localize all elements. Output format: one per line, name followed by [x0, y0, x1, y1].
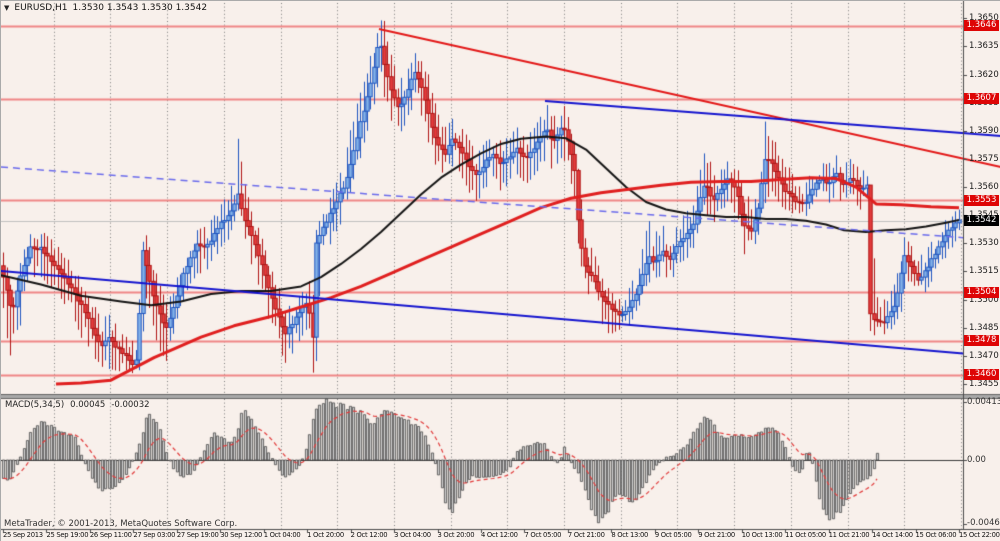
price-axis-tick: 1.3470: [969, 350, 999, 361]
level-price-badge: 1.3478: [964, 335, 999, 347]
macd-scale-top: 0.00413: [967, 397, 1000, 407]
symbol-dropdown-icon[interactable]: ▼: [4, 3, 10, 12]
level-price-badge: 1.3607: [964, 93, 999, 105]
price-axis-tick: 1.3515: [969, 266, 999, 277]
price-axis-tick: 1.3620: [969, 69, 999, 80]
time-axis-label: 25 Sep 19:00: [46, 531, 89, 539]
chart-title: ▼ EURUSD,H1 1.3530 1.3543 1.3530 1.3542: [4, 3, 207, 13]
price-axis-tick: 1.3500: [969, 294, 999, 305]
time-axis-label: 3 Oct 04:00: [394, 531, 431, 539]
macd-scale-bottom: -0.00461: [967, 518, 1000, 528]
time-axis-label: 14 Oct 14:00: [872, 531, 913, 539]
macd-scale-zero: 0.00: [967, 455, 986, 465]
price-axis-tick: 1.3590: [969, 125, 999, 136]
time-axis-label: 2 Oct 12:00: [350, 531, 388, 539]
time-axis-label: 7 Oct 05:00: [524, 531, 562, 539]
time-axis-label: 15 Oct 22:00: [959, 531, 1000, 539]
level-price-badge: 1.3646: [964, 20, 999, 32]
price-axis-tick: 1.3575: [969, 153, 999, 164]
time-axis-label: 25 Sep 2013: [3, 531, 43, 539]
level-price-badge: 1.3553: [964, 194, 999, 206]
time-axis-label: 8 Oct 13:00: [611, 531, 649, 539]
price-axis-tick: 1.3485: [969, 322, 999, 333]
time-axis-label: 27 Sep 19:00: [176, 531, 219, 539]
level-price-badge: 1.3460: [964, 369, 999, 381]
time-axis-label: 27 Sep 03:00: [133, 531, 176, 539]
macd-indicator-label: MACD(5,34,5) 0.00045 -0.00032: [5, 400, 150, 410]
price-axis-tick: 1.3545: [969, 210, 999, 220]
time-axis-label: 3 Oct 20:00: [437, 531, 475, 539]
price-axis-tick: 1.3635: [969, 41, 999, 52]
time-axis-label: 1 Oct 04:00: [263, 531, 301, 539]
macd-name: MACD(5,34,5): [5, 400, 65, 410]
price-axis-tick: 1.3650: [969, 13, 999, 24]
time-axis-label: 10 Oct 13:00: [741, 531, 783, 539]
ohlc-readout: 1.3530 1.3543 1.3530 1.3542: [72, 3, 208, 13]
macd-signal-value: -0.00032: [111, 400, 150, 410]
price-axis-tick: 1.3560: [969, 182, 999, 193]
time-axis-label: 4 Oct 12:00: [481, 531, 518, 539]
time-axis-label: 9 Oct 21:00: [698, 531, 735, 539]
symbol-timeframe-label: EURUSD,H1: [14, 3, 68, 13]
price-axis-tick: 1.3455: [969, 378, 999, 389]
price-axis-tick: 1.3530: [969, 238, 999, 249]
time-axis-label: 26 Sep 11:00: [89, 531, 132, 539]
copyright-text: MetaTrader, © 2001-2013, MetaQuotes Soft…: [4, 519, 238, 529]
time-axis-label: 9 Oct 05:00: [654, 531, 692, 539]
time-axis-label: 30 Sep 12:00: [220, 531, 263, 539]
time-axis-label: 11 Oct 21:00: [828, 531, 870, 539]
time-axis-label: 7 Oct 21:00: [567, 531, 605, 539]
time-axis-label: 15 Oct 06:00: [915, 531, 957, 539]
time-axis-label: 1 Oct 20:00: [307, 531, 344, 539]
time-axis-label: 11 Oct 05:00: [785, 531, 826, 539]
macd-main-value: 0.00045: [70, 400, 106, 410]
current-price-badge: 1.3542: [964, 215, 999, 227]
level-price-badge: 1.3504: [964, 286, 999, 298]
